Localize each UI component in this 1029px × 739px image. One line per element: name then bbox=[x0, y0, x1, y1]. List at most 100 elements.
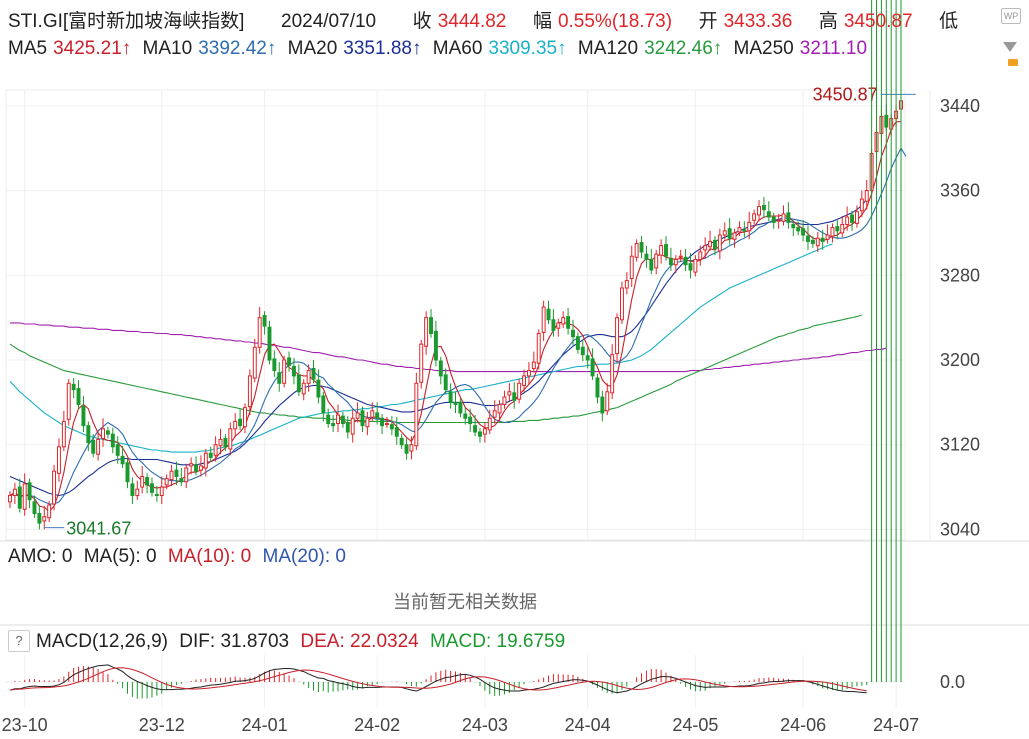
candle-body bbox=[42, 516, 47, 522]
macd-dif: DIF: 31.8703 bbox=[179, 631, 290, 652]
candle-body bbox=[571, 329, 575, 338]
candle-body bbox=[243, 407, 247, 428]
time-tick-label: 24-06 bbox=[780, 715, 826, 735]
candle-body bbox=[551, 319, 556, 331]
candle-body bbox=[673, 258, 678, 266]
price-tick-label: 3040 bbox=[940, 519, 980, 539]
macd-legend: ? MACD(12,26,9) DIF: 31.8703 DEA: 22.0324… bbox=[8, 630, 571, 653]
time-tick-label: 23-10 bbox=[2, 715, 48, 735]
candlestick-series bbox=[8, 92, 903, 530]
candle-body bbox=[796, 227, 801, 232]
candle-body bbox=[296, 374, 301, 393]
time-tick-label: 24-03 bbox=[462, 715, 508, 735]
candle-body bbox=[110, 433, 115, 448]
candle-body bbox=[321, 395, 326, 414]
candle-body bbox=[815, 237, 820, 247]
candle-body bbox=[257, 317, 262, 348]
ma20-line bbox=[9, 198, 868, 497]
candle-body bbox=[585, 355, 590, 361]
candle-body bbox=[238, 418, 243, 427]
macd-dea: DEA: 22.0324 bbox=[300, 631, 419, 652]
candle-body bbox=[179, 478, 184, 483]
dropdown-arrow-icon[interactable] bbox=[1003, 42, 1017, 52]
candle-body bbox=[130, 483, 135, 497]
price-plot-border bbox=[5, 89, 906, 541]
candle-body bbox=[32, 501, 37, 515]
ma5-label: MA5 bbox=[8, 38, 48, 59]
y-axis-ticks: 3440 3360 3280 3200 3120 3040 bbox=[940, 96, 980, 540]
candle-body bbox=[512, 392, 517, 401]
candle-body bbox=[497, 403, 502, 414]
low-label: 低 bbox=[939, 11, 959, 32]
symbol-name[interactable]: STI.GI[富时新加坡海峡指数] bbox=[8, 11, 245, 32]
candle-body bbox=[399, 437, 404, 446]
candle-body bbox=[71, 383, 76, 391]
amo-label: AMO: 0 bbox=[8, 546, 73, 567]
candle-body bbox=[536, 333, 541, 364]
quote-date: 2024/07/10 bbox=[281, 11, 377, 32]
candle-body bbox=[712, 239, 717, 250]
lock-icon[interactable] bbox=[1008, 59, 1018, 66]
candle-body bbox=[629, 255, 634, 279]
time-tick-label: 24-04 bbox=[565, 715, 611, 735]
candle-body bbox=[854, 211, 859, 224]
candle-body bbox=[463, 413, 468, 419]
candle-body bbox=[96, 438, 101, 455]
wp-badge-icon[interactable]: WP bbox=[1001, 8, 1021, 24]
candle-body bbox=[678, 255, 683, 258]
candle-body bbox=[806, 235, 810, 242]
high-label: 高 bbox=[818, 11, 838, 32]
macd-value: MACD: 19.6759 bbox=[430, 631, 566, 652]
candle-body bbox=[189, 463, 194, 467]
ma250-value: 3211.10 bbox=[799, 38, 868, 59]
candle-body bbox=[203, 452, 208, 469]
close-label: 收 bbox=[412, 11, 432, 32]
low-annotation: 3041.67 bbox=[66, 519, 131, 539]
candle-body bbox=[840, 223, 845, 234]
high-low-annotations: 3450.87 3041.67 bbox=[44, 84, 916, 539]
candle-body bbox=[247, 375, 252, 408]
candle-body bbox=[473, 425, 478, 433]
candle-body bbox=[693, 258, 698, 273]
candle-body bbox=[267, 326, 272, 361]
candle-body bbox=[727, 228, 732, 239]
time-tick-label: 24-01 bbox=[242, 715, 288, 735]
candle-body bbox=[22, 483, 27, 510]
candle-body bbox=[287, 357, 292, 366]
candle-body bbox=[12, 488, 17, 497]
dea-line bbox=[9, 667, 867, 692]
candle-body bbox=[184, 467, 189, 483]
candle-body bbox=[590, 358, 595, 377]
candle-body bbox=[404, 444, 409, 454]
candle-body bbox=[761, 204, 766, 211]
candle-body bbox=[326, 414, 331, 425]
ma10-label: MA10 bbox=[142, 38, 193, 59]
candle-body bbox=[575, 336, 580, 350]
candle-body bbox=[233, 420, 238, 430]
ma-legend: MA5 3425.21↑ MA10 3392.42↑ MA20 3351.88↑ MA… bbox=[8, 38, 873, 60]
candle-body bbox=[370, 410, 375, 418]
dif-line bbox=[9, 664, 867, 694]
candle-body bbox=[492, 410, 497, 418]
candle-body bbox=[223, 437, 228, 448]
candle-body bbox=[458, 401, 463, 414]
ma60-line bbox=[9, 243, 833, 453]
candle-body bbox=[56, 446, 61, 474]
ma60-value: 3309.35↑ bbox=[488, 38, 567, 59]
candle-body bbox=[664, 244, 668, 257]
ma120-value: 3242.46↑ bbox=[644, 38, 723, 59]
candle-body bbox=[595, 377, 600, 398]
x-axis-ticks: 23-10 23-12 24-01 24-02 24-03 24-04 24-05 24-06… bbox=[2, 715, 919, 735]
candle-body bbox=[786, 212, 791, 223]
candle-body bbox=[478, 431, 482, 437]
candle-body bbox=[218, 438, 223, 447]
candle-body bbox=[566, 316, 571, 329]
help-icon[interactable]: ? bbox=[8, 630, 30, 652]
candle-body bbox=[76, 388, 81, 405]
candle-body bbox=[208, 452, 213, 458]
candle-body bbox=[766, 211, 771, 218]
price-tick-label: 3440 bbox=[940, 96, 980, 116]
candle-body bbox=[433, 330, 438, 361]
price-tick-label: 3360 bbox=[940, 181, 980, 201]
